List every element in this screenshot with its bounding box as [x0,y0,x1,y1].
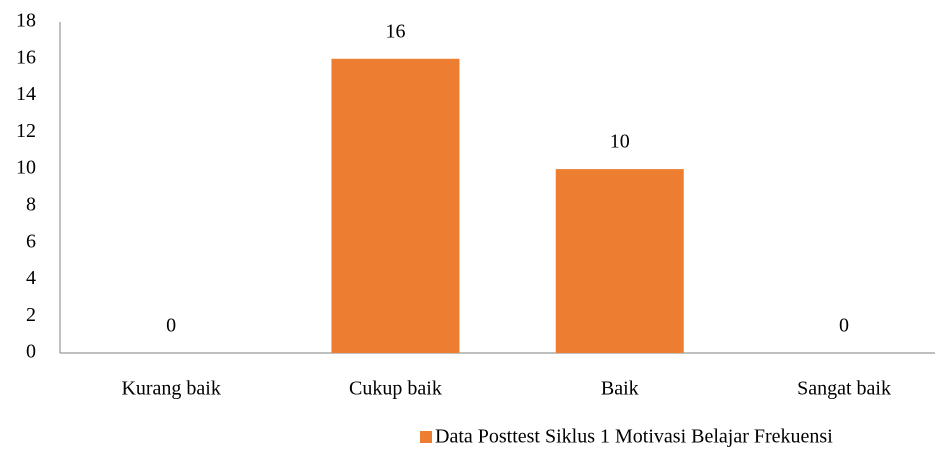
y-tick-label: 0 [26,341,36,363]
x-tick-label: Sangat baik [797,378,891,400]
y-tick-label: 10 [16,157,36,179]
y-tick-label: 8 [26,193,36,215]
y-tick-label: 16 [16,46,36,68]
x-tick-label: Kurang baik [121,378,220,400]
y-tick-label: 18 [16,10,36,32]
data-label: 10 [610,131,630,153]
x-tick-label: Cukup baik [349,378,442,400]
y-tick-label: 12 [16,120,36,142]
data-label: 0 [839,315,849,337]
y-tick-label: 4 [26,267,36,289]
x-tick-label: Baik [601,378,639,400]
y-tick-label: 14 [16,83,36,105]
y-tick-label: 2 [26,304,36,326]
bar [555,169,684,353]
y-tick-label: 6 [26,230,36,252]
data-label: 16 [385,20,405,42]
data-label: 0 [166,315,176,337]
legend-label: Data Posttest Siklus 1 Motivasi Belajar … [435,426,833,448]
bar [331,58,460,354]
legend-swatch [420,431,432,443]
